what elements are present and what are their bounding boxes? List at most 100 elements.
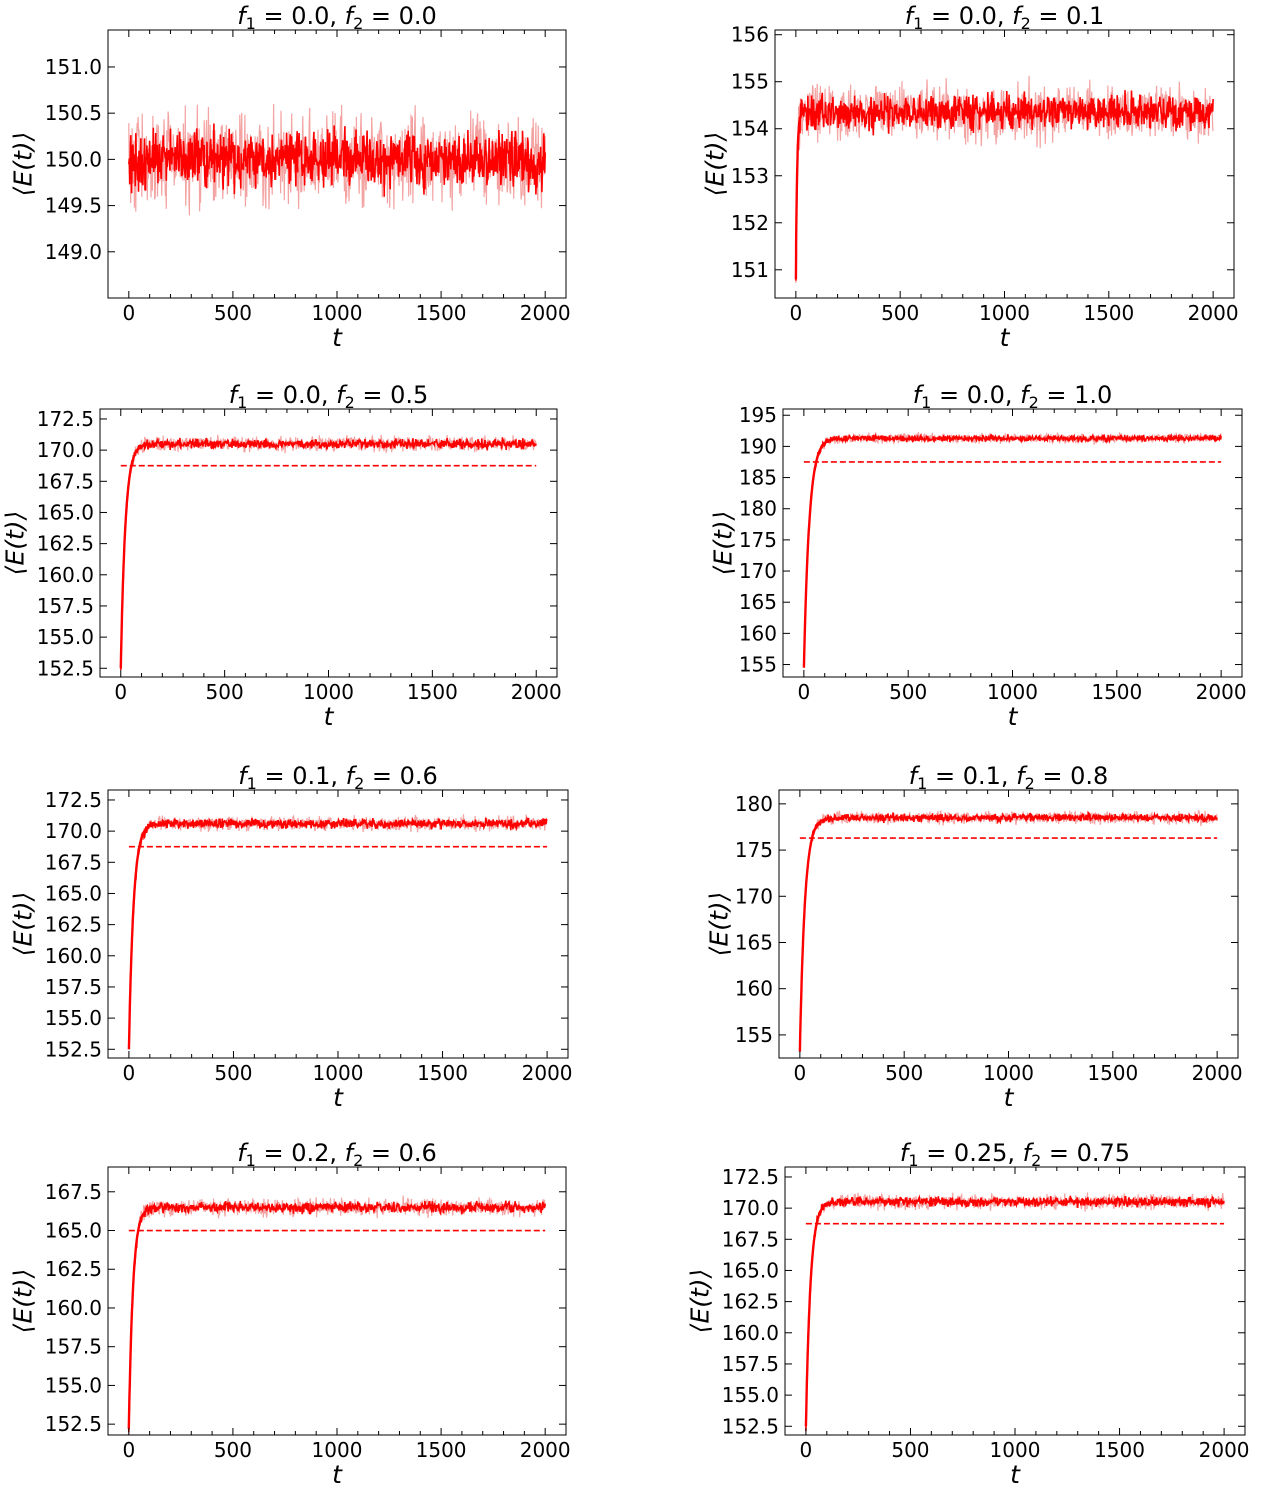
x-tick-label: 2000 (520, 301, 571, 325)
x-tick-label: 1000 (312, 1438, 363, 1462)
panel-title: f1 = 0.0, f2 = 0.1 (905, 2, 1105, 33)
panel-3: 0 500 1000 1500 2000 152.5 155.0 157.5 160.0 162.… (1, 381, 562, 731)
panel-title: f1 = 0.1, f2 = 0.8 (909, 762, 1109, 793)
panel-title: f1 = 0.1, f2 = 0.6 (238, 762, 438, 793)
series-line (803, 432, 1222, 666)
x-tick-label: 2000 (1188, 301, 1239, 325)
panel-2: 0 500 1000 1500 2000 151 152 153 154 155 156 t ⟨E(t)… (701, 2, 1239, 352)
x-tick-label: 500 (214, 1438, 252, 1462)
x-tick-label: 0 (793, 1061, 806, 1085)
y-tick-label: 170.0 (45, 819, 102, 843)
plot-frame (782, 408, 1243, 678)
y-tick-label: 150.5 (45, 101, 102, 125)
x-tick-label: 0 (800, 1438, 813, 1462)
x-tick-label: 2000 (1192, 1061, 1243, 1085)
series-line (799, 810, 1218, 1052)
x-tick-label: 1500 (416, 1438, 467, 1462)
x-tick-label: 2000 (522, 1061, 573, 1085)
y-tick-label: 167.5 (45, 850, 102, 874)
y-tick-label: 170 (739, 559, 777, 583)
y-tick-label: 155.0 (45, 1373, 102, 1397)
panel-8: 0 500 1000 1500 2000 152.5 155.0 157.5 160.0 162.… (686, 1139, 1250, 1489)
y-tick-label: 167.5 (45, 1180, 102, 1204)
series-initial-rise (127, 1206, 155, 1429)
y-tick-label: 157.5 (37, 594, 94, 618)
x-tick-label: 0 (114, 680, 127, 704)
y-tick-label: 165.0 (37, 500, 94, 524)
y-tick-label: 185 (739, 466, 777, 490)
series-uncertainty (805, 1192, 1225, 1422)
series-group (128, 103, 546, 216)
x-axis-title: t (1008, 702, 1019, 731)
y-axis-title: ⟨E(t)⟩ (9, 1269, 38, 1334)
series-initial-rise (804, 1201, 834, 1427)
series-uncertainty (799, 809, 1218, 1049)
y-tick-label: 167.5 (722, 1227, 779, 1251)
x-tick-label: 0 (797, 680, 810, 704)
x-tick-label: 1500 (417, 1061, 468, 1085)
series-uncertainty (120, 433, 537, 669)
series-group (802, 431, 1222, 668)
y-tick-label: 149.0 (45, 240, 102, 264)
x-tick-label: 500 (881, 301, 919, 325)
y-tick-label: 156 (731, 23, 769, 47)
panel-title: f1 = 0.0, f2 = 0.0 (237, 2, 437, 33)
panel-7: 0 500 1000 1500 2000 152.5 155.0 157.5 160.0 162.… (9, 1139, 571, 1489)
y-tick-label: 152.5 (37, 656, 94, 680)
y-tick-label: 175 (739, 528, 777, 552)
y-tick-label: 162.5 (45, 1257, 102, 1281)
y-axis-title: ⟨E(t)⟩ (705, 892, 734, 957)
y-tick-label: 162.5 (37, 532, 94, 556)
y-tick-label: 152 (731, 211, 769, 235)
panel-title: f1 = 0.25, f2 = 0.75 (900, 1139, 1130, 1170)
y-tick-label: 160.0 (45, 1296, 102, 1320)
y-tick-label: 165 (735, 930, 773, 954)
y-axis-title: ⟨E(t)⟩ (709, 511, 738, 576)
y-tick-label: 195 (739, 403, 777, 427)
panel-1: 0 500 1000 1500 2000 149.0 149.5 150.0 150.5 151.… (9, 2, 571, 352)
x-tick-label: 500 (214, 301, 252, 325)
x-tick-label: 500 (206, 680, 244, 704)
y-tick-label: 160.0 (45, 944, 102, 968)
plot-frame (99, 408, 558, 678)
y-tick-label: 172.5 (722, 1165, 779, 1189)
y-tick-label: 170 (735, 884, 773, 908)
y-tick-label: 175 (735, 838, 773, 862)
panel-title: f1 = 0.0, f2 = 0.5 (229, 381, 429, 412)
x-tick-label: 1000 (987, 680, 1038, 704)
series-initial-rise (794, 111, 805, 280)
x-tick-label: 1500 (416, 301, 467, 325)
panel-title: f1 = 0.2, f2 = 0.6 (237, 1139, 437, 1170)
y-tick-label: 157.5 (45, 1335, 102, 1359)
panel-4: 0 500 1000 1500 2000 155 160 165 170 175 180 185 190… (709, 381, 1247, 731)
y-tick-label: 154 (731, 117, 769, 141)
series-line (795, 90, 1214, 281)
x-tick-label: 0 (122, 301, 135, 325)
y-tick-label: 190 (739, 434, 777, 458)
y-tick-label: 165.0 (45, 881, 102, 905)
y-axis-title: ⟨E(t)⟩ (9, 892, 38, 957)
series-initial-rise (802, 437, 837, 668)
y-axis-title: ⟨E(t)⟩ (701, 132, 730, 197)
y-tick-label: 160 (739, 621, 777, 645)
plot-frame (778, 789, 1239, 1059)
x-tick-label: 1000 (979, 301, 1030, 325)
series-initial-rise (127, 823, 157, 1050)
x-axis-title: t (324, 702, 335, 731)
x-tick-label: 500 (214, 1061, 252, 1085)
x-axis-title: t (1004, 1083, 1015, 1112)
y-tick-label: 160 (735, 977, 773, 1001)
y-tick-label: 167.5 (37, 469, 94, 493)
series-initial-rise (119, 443, 149, 669)
x-tick-label: 2000 (520, 1438, 571, 1462)
x-tick-label: 1000 (313, 1061, 364, 1085)
series-group (119, 433, 537, 670)
y-tick-label: 152.5 (45, 1412, 102, 1436)
y-tick-label: 157.5 (45, 975, 102, 999)
x-axis-title: t (333, 1083, 344, 1112)
series-line (128, 1200, 546, 1433)
y-tick-label: 155.0 (722, 1383, 779, 1407)
x-tick-label: 1500 (1091, 680, 1142, 704)
y-tick-label: 170.0 (37, 438, 94, 462)
